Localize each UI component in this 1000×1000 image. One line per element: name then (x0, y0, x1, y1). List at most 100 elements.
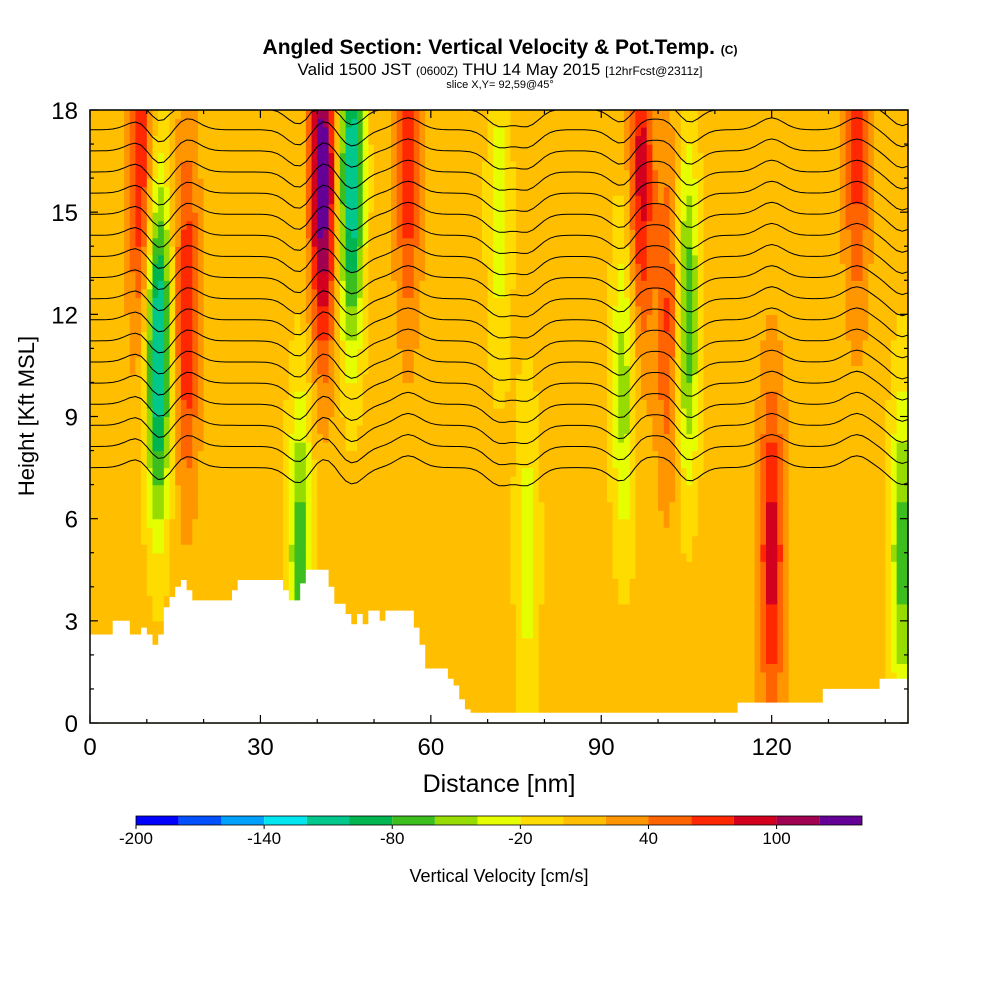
velocity-cell (141, 382, 148, 392)
velocity-cell (141, 407, 148, 418)
velocity-cell (107, 459, 114, 469)
velocity-cell (90, 229, 97, 239)
velocity-cell (447, 450, 455, 460)
velocity-cell (368, 561, 375, 571)
velocity-cell (436, 305, 443, 315)
velocity-cell (408, 186, 415, 196)
chart-title-unit: (C) (720, 43, 738, 57)
velocity-cell (379, 161, 386, 171)
velocity-cell (470, 459, 477, 469)
velocity-cell (101, 339, 108, 349)
velocity-cell (368, 169, 375, 179)
velocity-cell (226, 373, 233, 384)
velocity-cell (249, 280, 256, 290)
velocity-cell (283, 220, 290, 230)
velocity-cell (374, 195, 381, 205)
velocity-cell (95, 527, 102, 537)
velocity-cell (328, 561, 335, 571)
velocity-cell (107, 263, 114, 273)
velocity-cell (152, 620, 159, 630)
velocity-cell (464, 416, 472, 426)
velocity-cell (141, 373, 148, 384)
velocity-cell (334, 229, 341, 239)
velocity-cell (464, 544, 472, 554)
velocity-cell (260, 365, 267, 375)
velocity-cell (197, 118, 205, 128)
velocity-cell (141, 535, 148, 545)
velocity-cell (124, 595, 131, 605)
velocity-cell (277, 544, 284, 554)
velocity-cell (180, 220, 188, 230)
velocity-cell (283, 365, 290, 375)
velocity-cell (396, 356, 404, 367)
velocity-cell (413, 186, 421, 196)
velocity-cell (305, 178, 313, 188)
velocity-cell (425, 110, 432, 120)
velocity-cell (203, 416, 210, 426)
velocity-cell (442, 416, 449, 426)
velocity-cell (379, 152, 386, 162)
velocity-cell (124, 407, 131, 418)
velocity-cell (459, 322, 466, 332)
velocity-cell (283, 195, 290, 205)
velocity-cell (95, 246, 102, 256)
velocity-cell (464, 135, 472, 145)
velocity-cell (379, 578, 386, 588)
velocity-cell (430, 535, 438, 545)
velocity-cell (141, 390, 148, 401)
velocity-cell (413, 220, 421, 230)
velocity-cell (300, 305, 307, 315)
velocity-cell (339, 203, 347, 213)
velocity-cell (391, 263, 398, 273)
velocity-cell (470, 476, 477, 486)
velocity-cell (408, 510, 415, 520)
velocity-cell (419, 552, 426, 562)
velocity-cell (470, 595, 477, 605)
velocity-cell (101, 229, 108, 239)
velocity-cell (175, 229, 182, 239)
velocity-cell (237, 237, 244, 247)
velocity-cell (254, 339, 262, 349)
velocity-cell (101, 288, 108, 298)
velocity-cell (214, 195, 222, 205)
velocity-cell (453, 612, 460, 622)
velocity-cell (345, 476, 352, 486)
velocity-cell (129, 348, 137, 358)
velocity-cell (197, 493, 205, 503)
velocity-cell (175, 110, 182, 120)
velocity-cell (453, 382, 460, 392)
velocity-cell (288, 186, 296, 196)
velocity-cell (413, 527, 421, 537)
velocity-cell (413, 407, 421, 418)
velocity-cell (351, 552, 358, 562)
velocity-cell (391, 373, 398, 384)
velocity-cell (141, 467, 148, 477)
velocity-cell (266, 365, 273, 375)
velocity-cell (300, 501, 307, 511)
velocity-cell (180, 527, 188, 537)
velocity-cell (209, 331, 216, 341)
velocity-cell (101, 203, 108, 213)
velocity-cell (158, 544, 165, 554)
velocity-cell (203, 373, 210, 384)
velocity-cell (232, 135, 239, 145)
velocity-cell (101, 578, 108, 588)
velocity-cell (192, 161, 199, 171)
velocity-cell (169, 305, 176, 315)
velocity-cell (481, 569, 489, 579)
velocity-cell (232, 229, 239, 239)
velocity-cell (345, 144, 352, 154)
velocity-cell (379, 544, 386, 554)
velocity-cell (288, 595, 296, 605)
velocity-cell (305, 561, 313, 571)
velocity-cell (442, 646, 449, 656)
velocity-cell (447, 212, 455, 222)
velocity-cell (197, 127, 205, 137)
velocity-cell (220, 246, 227, 256)
velocity-cell (152, 493, 159, 503)
velocity-cell (203, 595, 210, 605)
velocity-cell (413, 135, 421, 145)
velocity-cell (419, 467, 426, 477)
velocity-cell (447, 237, 455, 247)
velocity-cell (203, 348, 210, 358)
